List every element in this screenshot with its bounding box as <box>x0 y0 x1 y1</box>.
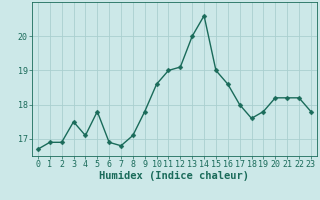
X-axis label: Humidex (Indice chaleur): Humidex (Indice chaleur) <box>100 171 249 181</box>
